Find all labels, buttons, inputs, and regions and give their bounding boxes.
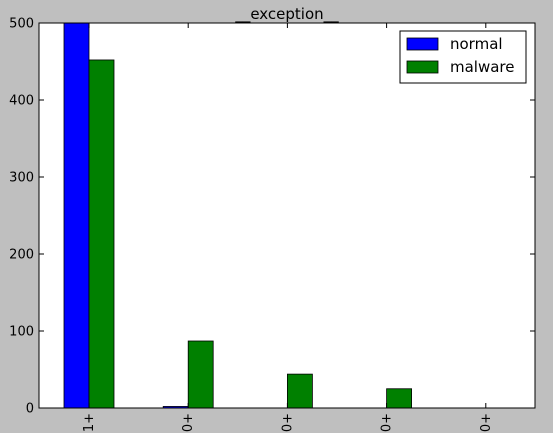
- bar-malware-1: [187, 340, 214, 409]
- y-tick-label: 300: [9, 171, 34, 186]
- bar-malware-2: [286, 373, 313, 409]
- x-tick-label: 0+: [380, 413, 395, 432]
- x-tick-label: 1+: [82, 413, 97, 432]
- y-tick-label: 0: [26, 402, 34, 417]
- legend-swatch-normal: [406, 37, 439, 51]
- x-tick-label: 0+: [479, 413, 494, 432]
- y-tick-label: 200: [9, 248, 34, 263]
- x-axis-ticks: 1+ 0+ 0+ 0+ 0+: [82, 23, 494, 432]
- bars: [63, 22, 413, 409]
- bar-malware-0: [88, 59, 115, 409]
- legend-label-normal: normal: [450, 35, 503, 53]
- x-tick-label: 0+: [181, 413, 196, 432]
- legend-label-malware: malware: [450, 58, 515, 76]
- y-axis-ticks: 0 100 200 300 400 500: [9, 17, 535, 417]
- x-tick-label: 0+: [280, 413, 295, 432]
- plot-frame: [38, 22, 536, 409]
- y-tick-label: 400: [9, 94, 34, 109]
- chart-title: __exception__: [234, 5, 339, 24]
- plot-background: [39, 23, 535, 408]
- legend-swatch-malware: [406, 60, 439, 74]
- bar-malware-3: [386, 388, 413, 409]
- bar-normal-0: [63, 22, 90, 409]
- legend: normal malware: [399, 30, 527, 84]
- y-tick-label: 500: [9, 17, 34, 32]
- y-tick-label: 100: [9, 325, 34, 340]
